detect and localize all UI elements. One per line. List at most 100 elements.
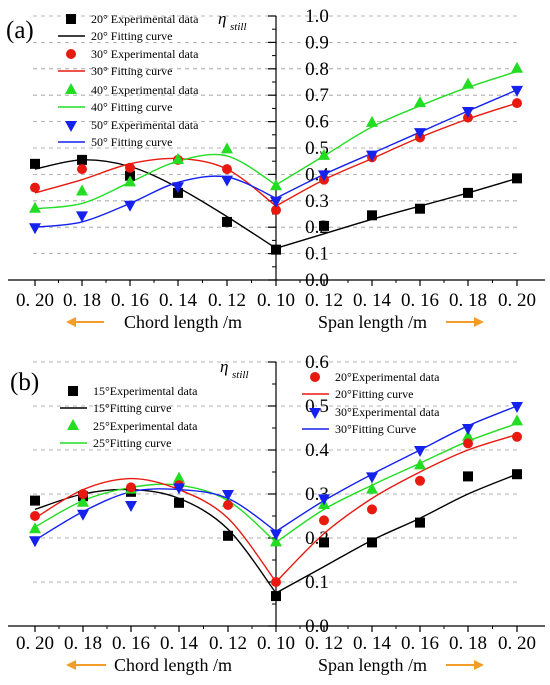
y-tick-label: 0.4: [305, 440, 329, 461]
data-point: [462, 77, 474, 89]
y-tick-label: 0.1: [305, 244, 329, 265]
panel-b-y-axis-label: η: [220, 357, 228, 376]
data-point: [29, 536, 41, 548]
data-point: [77, 154, 87, 165]
data-point: [271, 591, 281, 602]
y-tick-label: 0.7: [305, 85, 329, 106]
data-point: [270, 179, 282, 191]
data-point: [77, 164, 87, 175]
x-tick-label: 0. 14: [353, 633, 392, 654]
x-tick-label: 0. 10: [257, 633, 295, 654]
y-tick-label: 0.1: [305, 572, 329, 593]
legend-fit-label: 20° Fitting curve: [91, 29, 172, 43]
x-tick-label: 0. 16: [111, 290, 149, 311]
data-point: [271, 577, 281, 587]
legend-marker: [66, 49, 76, 59]
panel-a-left-arrowhead: [66, 317, 76, 327]
x-tick-label: 0. 18: [63, 290, 101, 311]
data-point: [124, 200, 136, 212]
legend-marker: [65, 121, 77, 132]
data-point: [511, 85, 523, 97]
x-tick-label: 0. 14: [159, 290, 198, 311]
data-point: [319, 537, 329, 548]
x-tick-label: 0. 20: [498, 633, 536, 654]
data-point: [173, 471, 185, 483]
fit-curve-left: [34, 153, 277, 210]
data-point: [512, 98, 522, 109]
panel-a-y-axis-label-sub: still: [230, 21, 247, 33]
legend-label: 40° Experimental data: [91, 83, 199, 97]
x-tick-label: 0. 18: [64, 633, 102, 654]
data-point: [125, 162, 135, 173]
data-point: [366, 472, 378, 484]
legend-label: 20° Experimental data: [91, 12, 199, 26]
fit-curve-right: [275, 473, 518, 594]
data-point: [172, 182, 184, 194]
y-tick-label: 0.6: [305, 112, 329, 133]
fit-curve-left: [34, 159, 277, 249]
panel-b-data-points: [29, 402, 523, 602]
legend-marker: [310, 372, 320, 382]
data-point: [415, 475, 425, 486]
data-point: [271, 244, 281, 255]
data-point: [414, 128, 426, 140]
data-point: [414, 96, 426, 108]
panel-b-right-arrowhead: [474, 660, 484, 670]
panel-b-legend: 15°Experimental data 15°Fitting curve 25°E…: [60, 370, 440, 450]
data-point: [222, 216, 232, 227]
x-tick-label: 0. 10: [257, 290, 295, 311]
panel-b-chord-length-label: Chord length /m: [114, 655, 232, 675]
data-point: [462, 424, 474, 435]
data-point: [366, 150, 378, 162]
data-point: [270, 196, 282, 208]
data-point: [77, 509, 89, 521]
legend-marker: [67, 419, 79, 430]
data-point: [174, 497, 184, 508]
legend-fit-label: 25°Fitting curve: [93, 436, 171, 450]
data-point: [221, 142, 233, 154]
data-point: [30, 495, 40, 506]
data-point: [463, 471, 473, 482]
data-point: [30, 182, 40, 193]
data-point: [29, 522, 41, 534]
x-tick-label: 0. 20: [16, 290, 54, 311]
data-point: [125, 501, 137, 512]
panel-b-x-axis: 0. 20 0. 18 0. 16 0. 14 0. 12 0. 10 0. 12 0. 14…: [8, 625, 545, 654]
panel-b-left-arrowhead: [66, 660, 76, 670]
data-point: [77, 495, 89, 507]
fit-curve-right: [275, 405, 518, 532]
panel-a-y-axis-label: η: [218, 9, 226, 28]
x-tick-label: 0. 20: [16, 633, 54, 654]
data-point: [367, 210, 377, 221]
data-point: [319, 220, 329, 231]
x-tick-label: 0. 12: [208, 290, 246, 311]
data-point: [512, 431, 522, 442]
fit-curve-right: [275, 433, 518, 583]
data-point: [462, 429, 474, 441]
legend-label: 15°Experimental data: [93, 384, 198, 398]
data-point: [78, 489, 88, 499]
panel-a-x-axis: 0. 20 0. 18 0. 16 0. 14 0. 12 0. 10 0. 12 0. 14…: [8, 279, 545, 311]
panel-b-x-labels: Chord length /m Span length /m: [66, 655, 484, 675]
legend-fit-label: 30°Fitting Curve: [335, 422, 416, 436]
fit-curve-left: [34, 175, 277, 228]
x-tick-label: 0. 16: [401, 633, 439, 654]
data-point: [415, 203, 425, 214]
y-tick-label: 0.6: [305, 352, 329, 373]
chart-panel-b: (b) η still 0.00.10.20.30.40.50.6 0. 20 0…: [8, 352, 545, 675]
data-point: [318, 494, 330, 506]
data-point: [30, 158, 40, 169]
data-point: [511, 414, 523, 426]
legend-marker: [66, 14, 76, 24]
panel-a-legend: 20° Experimental data 20° Fitting curve 30…: [58, 12, 199, 149]
fit-curve-left: [34, 488, 277, 541]
data-point: [29, 201, 41, 213]
data-point: [414, 458, 426, 470]
data-point: [222, 164, 232, 175]
panel-a-x-labels: Chord length /m Span length /m: [66, 312, 484, 332]
y-tick-label: 0.8: [305, 59, 329, 80]
data-point: [463, 438, 473, 449]
data-point: [270, 529, 282, 541]
legend-fit-label: 15°Fitting curve: [93, 401, 171, 415]
